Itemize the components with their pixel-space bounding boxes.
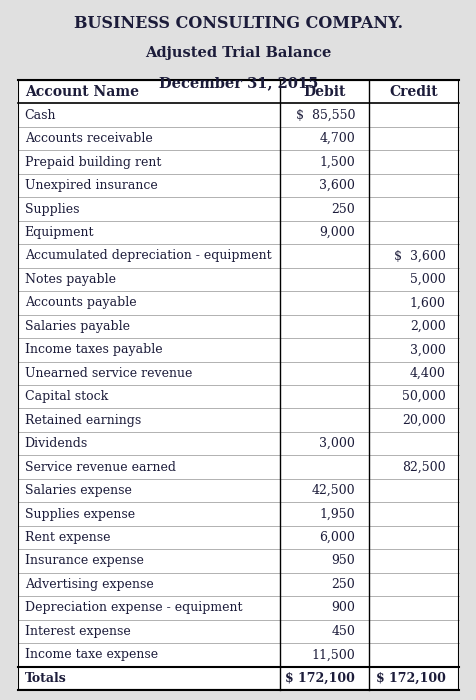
Text: 3,600: 3,600 bbox=[319, 179, 355, 192]
Text: Adjusted Trial Balance: Adjusted Trial Balance bbox=[145, 46, 331, 60]
Text: Totals: Totals bbox=[25, 672, 66, 685]
Text: BUSINESS CONSULTING COMPANY.: BUSINESS CONSULTING COMPANY. bbox=[74, 15, 402, 32]
Text: Salaries payable: Salaries payable bbox=[25, 320, 129, 332]
Text: 1,500: 1,500 bbox=[319, 155, 355, 169]
Text: Credit: Credit bbox=[389, 85, 437, 99]
Text: 5,000: 5,000 bbox=[409, 273, 445, 286]
Text: 4,700: 4,700 bbox=[319, 132, 355, 145]
Text: Prepaid building rent: Prepaid building rent bbox=[25, 155, 161, 169]
Text: 3,000: 3,000 bbox=[409, 343, 445, 356]
Text: December 31, 2015: December 31, 2015 bbox=[159, 76, 317, 90]
Text: 3,000: 3,000 bbox=[319, 438, 355, 450]
Text: Equipment: Equipment bbox=[25, 226, 94, 239]
Text: 4,400: 4,400 bbox=[409, 367, 445, 380]
Text: Account Name: Account Name bbox=[25, 85, 139, 99]
Text: 950: 950 bbox=[331, 554, 355, 568]
Text: 50,000: 50,000 bbox=[401, 390, 445, 403]
Text: Supplies expense: Supplies expense bbox=[25, 508, 134, 521]
Text: 250: 250 bbox=[331, 202, 355, 216]
Text: 250: 250 bbox=[331, 578, 355, 591]
Text: 82,500: 82,500 bbox=[401, 461, 445, 474]
Text: 11,500: 11,500 bbox=[311, 648, 355, 662]
Text: Cash: Cash bbox=[25, 108, 56, 122]
Text: $  3,600: $ 3,600 bbox=[393, 249, 445, 262]
Text: Unearned service revenue: Unearned service revenue bbox=[25, 367, 191, 380]
Text: Income taxe expense: Income taxe expense bbox=[25, 648, 158, 662]
Text: 6,000: 6,000 bbox=[319, 531, 355, 544]
Text: Accounts payable: Accounts payable bbox=[25, 296, 136, 309]
Text: Debit: Debit bbox=[303, 85, 345, 99]
Text: 2,000: 2,000 bbox=[409, 320, 445, 332]
Text: 1,950: 1,950 bbox=[319, 508, 355, 521]
Text: Insurance expense: Insurance expense bbox=[25, 554, 143, 568]
Text: 9,000: 9,000 bbox=[319, 226, 355, 239]
Text: 450: 450 bbox=[331, 625, 355, 638]
Text: Salaries expense: Salaries expense bbox=[25, 484, 131, 497]
Text: Accumulated depreciation - equipment: Accumulated depreciation - equipment bbox=[25, 249, 271, 262]
Text: Rent expense: Rent expense bbox=[25, 531, 110, 544]
Text: Dividends: Dividends bbox=[25, 438, 88, 450]
Text: Service revenue earned: Service revenue earned bbox=[25, 461, 175, 474]
Text: Capital stock: Capital stock bbox=[25, 390, 108, 403]
Text: 900: 900 bbox=[331, 601, 355, 615]
Text: Notes payable: Notes payable bbox=[25, 273, 115, 286]
Text: 20,000: 20,000 bbox=[401, 414, 445, 427]
Text: 1,600: 1,600 bbox=[409, 296, 445, 309]
Text: Accounts receivable: Accounts receivable bbox=[25, 132, 152, 145]
Text: Advertising expense: Advertising expense bbox=[25, 578, 153, 591]
Text: Supplies: Supplies bbox=[25, 202, 79, 216]
Text: Income taxes payable: Income taxes payable bbox=[25, 343, 162, 356]
Text: $ 172,100: $ 172,100 bbox=[375, 672, 445, 685]
Text: Retained earnings: Retained earnings bbox=[25, 414, 140, 427]
Text: Interest expense: Interest expense bbox=[25, 625, 130, 638]
Text: Unexpired insurance: Unexpired insurance bbox=[25, 179, 157, 192]
Text: Depreciation expense - equipment: Depreciation expense - equipment bbox=[25, 601, 242, 615]
Text: 42,500: 42,500 bbox=[311, 484, 355, 497]
Text: $ 172,100: $ 172,100 bbox=[285, 672, 355, 685]
Text: $  85,550: $ 85,550 bbox=[295, 108, 355, 122]
